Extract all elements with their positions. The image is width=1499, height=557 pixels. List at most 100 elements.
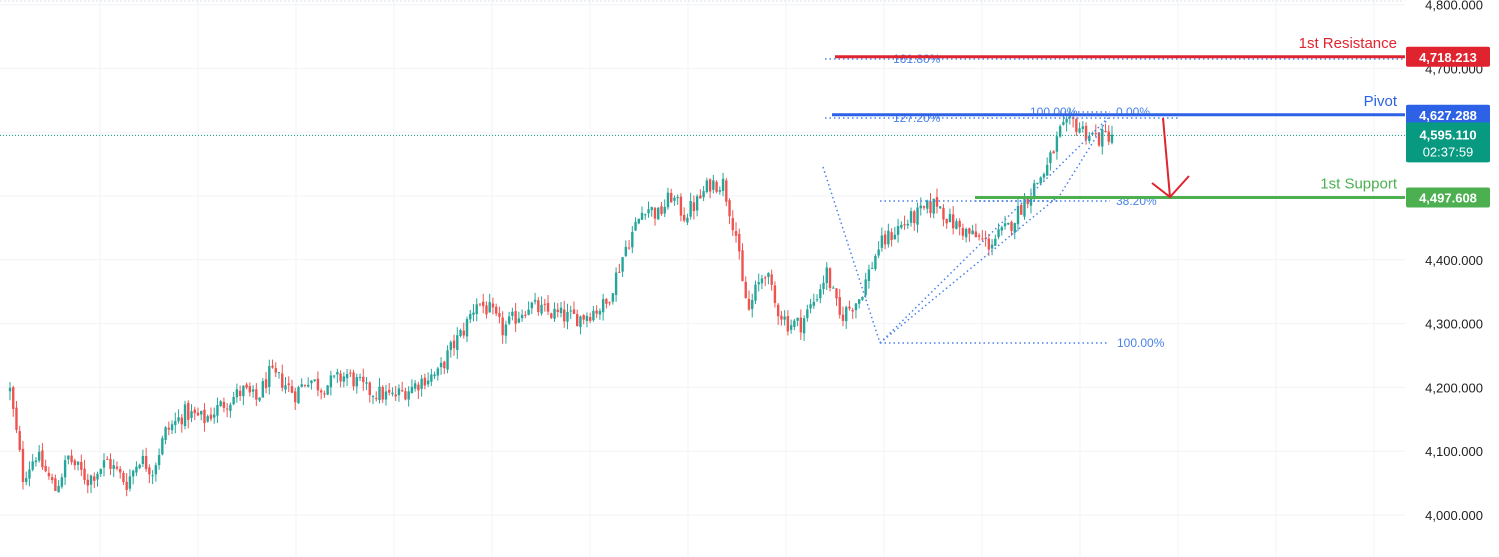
candle-body (229, 404, 232, 411)
candle-body (339, 373, 342, 382)
candle-body (773, 285, 777, 303)
candle-body (294, 391, 297, 403)
candle-body (131, 470, 135, 477)
candle-body (73, 460, 77, 466)
candle-body (456, 335, 459, 351)
candle-body (316, 378, 320, 391)
candle-body (828, 268, 832, 289)
fib-trend-up (879, 117, 1109, 344)
candle-body (203, 409, 206, 424)
candle-body (1013, 223, 1016, 233)
candle-body (550, 313, 553, 318)
candle-body (501, 317, 504, 336)
candle-body (637, 218, 640, 224)
candle-body (319, 390, 323, 393)
candle-body (802, 318, 806, 334)
fib-trend-down (822, 166, 881, 344)
candle-body (715, 181, 718, 192)
candle-body (106, 458, 109, 460)
candle-body (28, 469, 31, 479)
arrow-shaft (1162, 117, 1171, 198)
support-tag-text: 4,497.608 (1419, 191, 1477, 206)
candle-body (491, 303, 495, 308)
candle-body (404, 391, 407, 400)
candle-body (125, 481, 128, 490)
candle-body (524, 314, 527, 316)
candle-body (446, 350, 449, 370)
candle-body (148, 467, 151, 475)
candle-body (592, 310, 595, 321)
candle-body (255, 389, 258, 400)
candle-body (971, 230, 974, 235)
candle-body (644, 214, 647, 216)
candle-body (546, 302, 550, 312)
candle-body (193, 409, 196, 414)
price-axis[interactable]: 4,000.000 4,100.000 4,200.000 4,300.000 4,40… (1405, 0, 1499, 557)
candle-body (465, 319, 469, 337)
candle-body (841, 314, 845, 321)
candle-body (702, 191, 705, 198)
candle-body (948, 214, 952, 223)
candle-body (877, 249, 880, 256)
candle-body (640, 212, 644, 220)
candle-body (251, 389, 255, 392)
candle-body (60, 477, 64, 487)
candle-body (1036, 182, 1039, 184)
candle-body (264, 379, 268, 389)
candle-body (718, 190, 722, 192)
candle-body (342, 376, 346, 382)
candle-body (135, 466, 138, 473)
candle-body (1039, 177, 1042, 184)
candle-body (1088, 135, 1091, 142)
candle-body (1042, 174, 1046, 178)
candle-body (174, 420, 177, 426)
candle-body (572, 309, 576, 314)
candle-body (825, 267, 828, 284)
candle-body (161, 438, 164, 455)
candle-body (439, 362, 443, 368)
candle-body (1075, 118, 1078, 132)
candle-body (196, 412, 200, 416)
candle-body (1101, 129, 1104, 147)
candle-body (734, 231, 738, 236)
candle-body (751, 300, 754, 310)
pivot-tag-text: 4,627.288 (1419, 108, 1477, 123)
candle-body (164, 427, 167, 440)
candle-body (1049, 152, 1052, 164)
candle-body (929, 201, 932, 214)
candle-body (621, 257, 624, 272)
candle-body (388, 389, 391, 393)
pivot-label: Pivot (1364, 93, 1398, 110)
candle-body (443, 361, 446, 369)
candle-body (34, 460, 38, 463)
candle-body (974, 231, 978, 238)
candle-body (514, 311, 517, 324)
candle-body (906, 223, 910, 226)
candle-body (916, 207, 919, 225)
candle-body (138, 464, 141, 469)
fib-label: 100.00% (1117, 336, 1165, 350)
candle-body (566, 311, 569, 322)
candle-body (569, 310, 572, 312)
candle-body (381, 386, 384, 400)
candle-body (880, 235, 884, 248)
candle-body (660, 206, 663, 214)
resistance-tag-bg (1406, 46, 1490, 67)
candle-body (708, 179, 712, 192)
candle-body (919, 205, 922, 209)
candle-body (303, 385, 307, 387)
candle-body (436, 368, 440, 376)
candle-body (76, 461, 80, 465)
support-label: 1st Support (1320, 176, 1398, 193)
candle-body (452, 340, 456, 349)
candle-body (851, 310, 854, 312)
candle-body (942, 207, 945, 220)
candle-body (728, 200, 731, 217)
candle-body (786, 316, 790, 332)
candle-body (323, 393, 326, 395)
candle-body (951, 214, 955, 229)
candle-body (647, 209, 650, 214)
candle-body (922, 206, 926, 208)
candle-body (99, 468, 102, 475)
